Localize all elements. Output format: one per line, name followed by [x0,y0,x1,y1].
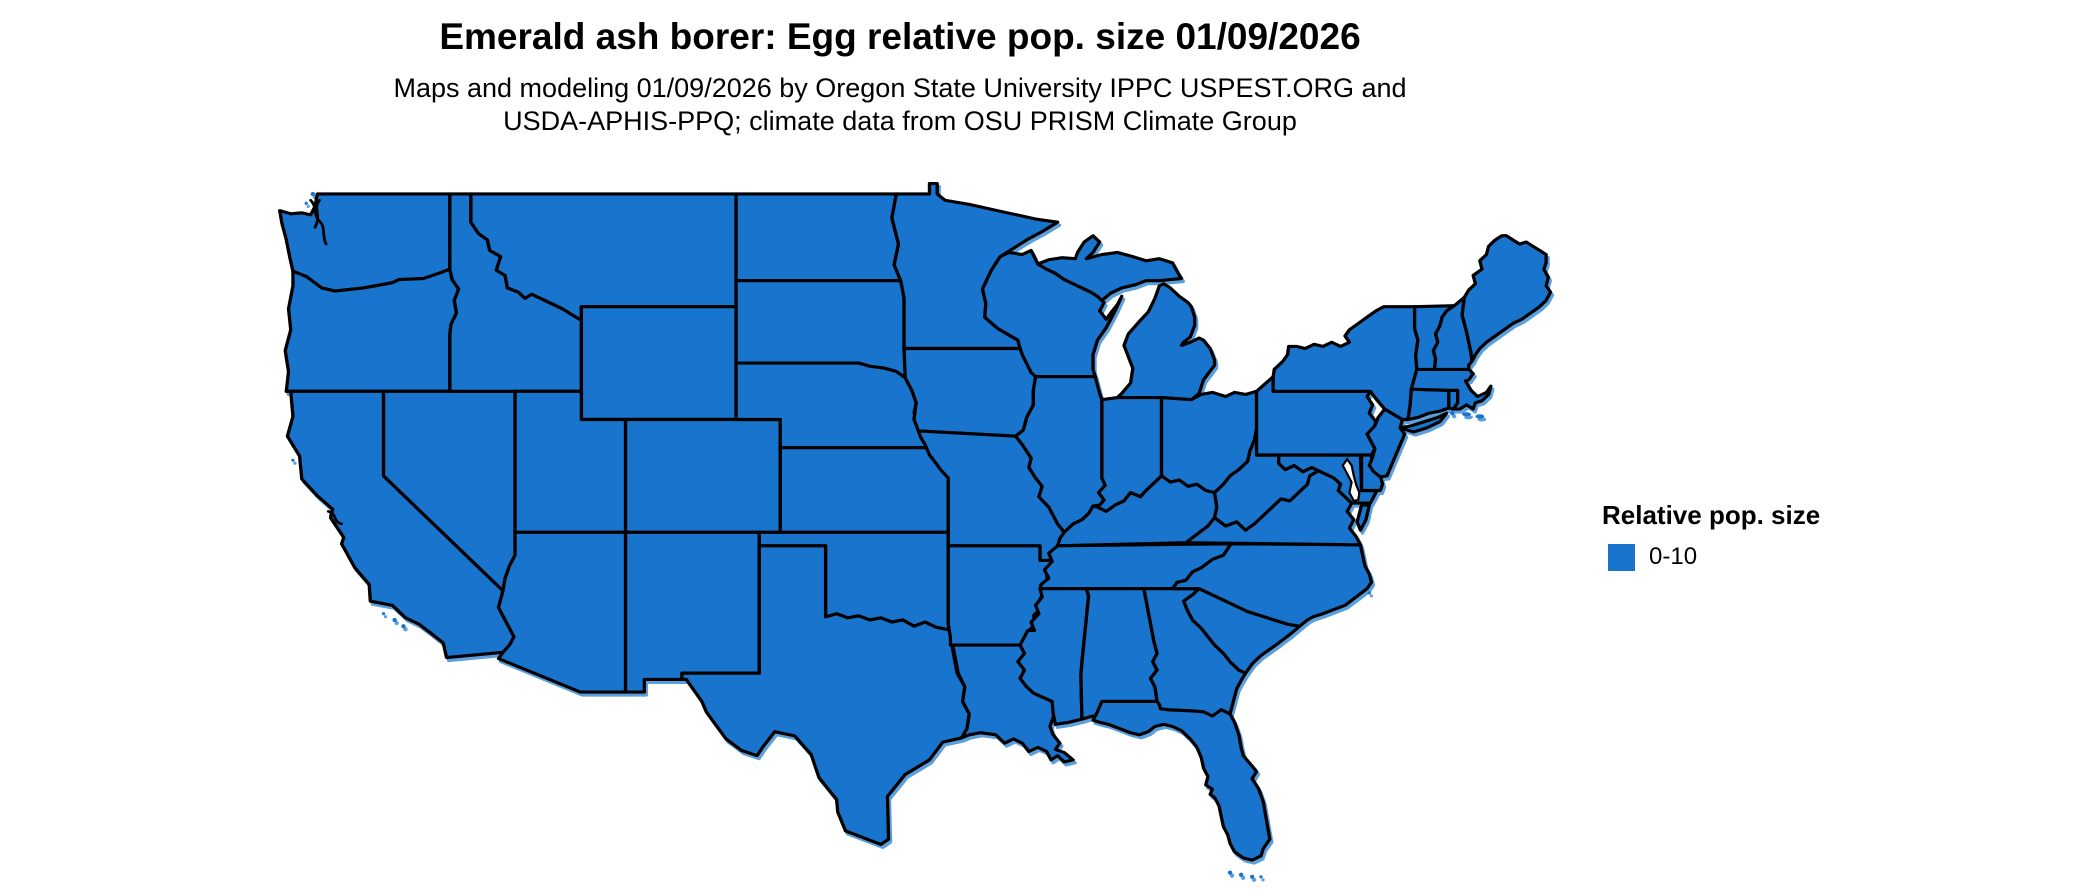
legend-item: 0-10 [1602,543,1820,571]
subtitle-line-2: USDA-APHIS-PPQ; climate data from OSU PR… [503,105,1297,136]
san-juan-island-2 [304,201,308,205]
state-michigan-upper-peninsula [1036,234,1184,303]
legend: Relative pop. size 0-10 [1602,500,1820,571]
state-colorado [623,417,782,534]
state-arizona [496,530,628,694]
state-massachusetts [1409,367,1493,411]
state-north-carolina [1170,542,1374,628]
state-virginia-eastern-shore [1355,503,1371,532]
state-wisconsin [980,248,1124,379]
channel-island-2 [392,617,397,623]
san-juan-island [310,191,316,197]
state-new-york-long-island [1398,411,1449,434]
state-new-york [1271,305,1420,422]
page-subtitle: Maps and modeling 01/09/2026 by Oregon S… [0,72,1800,138]
state-wyoming [579,305,738,422]
legend-item-label: 0-10 [1649,543,1698,570]
header: Emerald ash borer: Egg relative pop. siz… [0,16,1800,138]
state-michigan [1115,282,1217,402]
channel-island-3 [401,624,406,629]
block-island [1449,411,1455,416]
legend-swatch [1608,543,1635,571]
state-alabama [1079,587,1159,721]
marthas-vineyard-island [1462,412,1471,417]
florida-key-2 [1238,872,1244,877]
farallon-island [291,458,295,462]
state-oregon [283,267,461,393]
chesapeake-bay [1341,457,1361,503]
legend-title: Relative pop. size [1602,500,1821,530]
florida-key-4 [1259,875,1263,879]
outer-banks-island [1367,591,1371,595]
us-states-map [278,181,1553,879]
state-texas [680,544,971,847]
state-iowa [902,346,1040,438]
subtitle-line-1: Maps and modeling 01/09/2026 by Oregon S… [393,73,1407,103]
map-container [262,171,1566,881]
page-title: Emerald ash borer: Egg relative pop. siz… [439,16,1361,57]
puget-sound-detail [309,198,328,246]
state-kansas [778,446,950,534]
puget-sound-islands-detail [313,198,321,229]
florida-key-3 [1249,874,1255,879]
channel-island-1 [381,612,386,616]
state-maine [1460,234,1553,363]
state-new-mexico [623,530,761,694]
san-francisco-bay-detail [326,510,343,526]
state-north-dakota [734,192,903,283]
state-florida [1091,699,1272,862]
florida-key-1 [1227,870,1233,875]
nantucket-island [1475,414,1485,419]
